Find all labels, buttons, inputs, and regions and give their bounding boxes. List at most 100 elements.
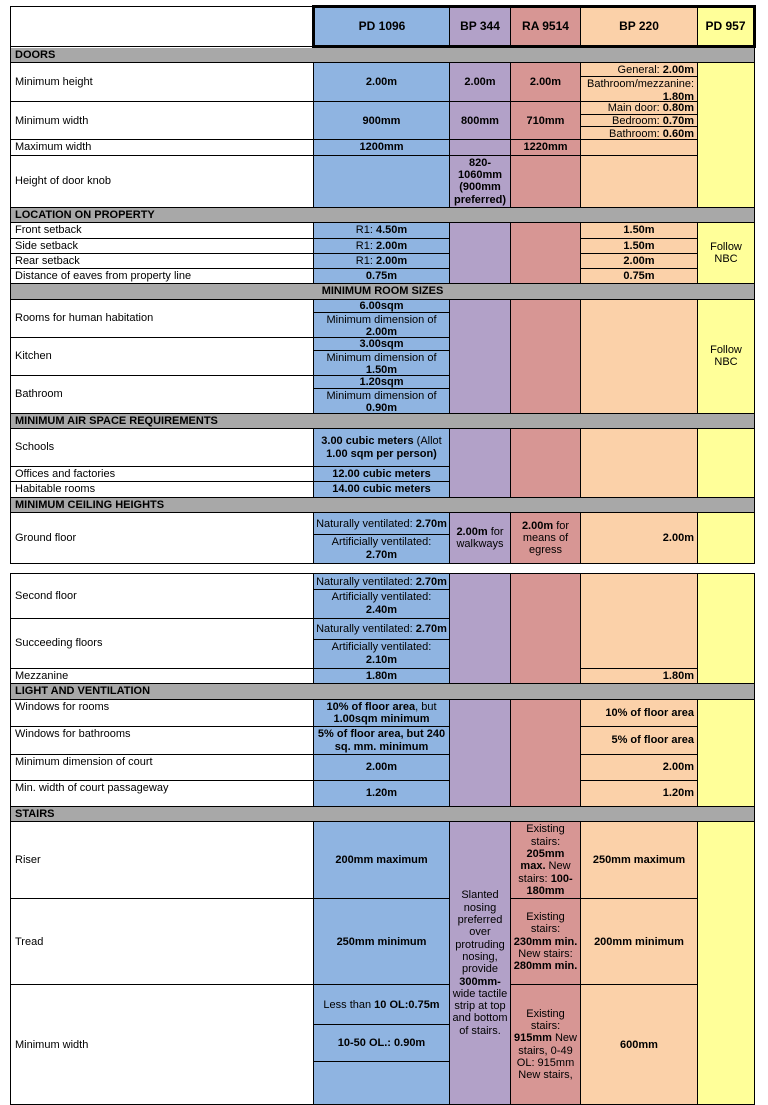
upper-floors-bp220-cell bbox=[580, 573, 698, 669]
value: 2.40m bbox=[365, 603, 398, 616]
value: 250mm minimum bbox=[336, 935, 427, 948]
second-floor-label: Second floor bbox=[10, 573, 314, 619]
front-setback-bp220-cell: 1.50m bbox=[580, 222, 698, 239]
rear-setback-pd1096-cell: R1: 2.00m bbox=[313, 252, 450, 270]
value-prefix: Main door: bbox=[607, 102, 663, 115]
row-windows-bathrooms: Windows for bathrooms 5% of floor area, … bbox=[10, 726, 755, 755]
value-prefix: Naturally ventilated: bbox=[316, 575, 416, 588]
upper-floors-ra9514-cell bbox=[510, 572, 581, 685]
value: 2.00m bbox=[365, 76, 398, 89]
min-width-ra9514-cell: 710mm bbox=[510, 101, 581, 141]
value: 0.90m bbox=[365, 402, 398, 414]
max-width-bp344-cell bbox=[449, 139, 511, 156]
value: 800mm bbox=[461, 114, 499, 127]
court-passageway-bp220-cell: 1.20m bbox=[580, 779, 698, 807]
value-prefix: Artificially ventilated: bbox=[331, 591, 432, 604]
value: 600mm bbox=[620, 1038, 658, 1051]
door-knob-ra9514-cell bbox=[510, 154, 581, 208]
value: 1.50m bbox=[623, 239, 655, 252]
value-prefix: Less than bbox=[323, 998, 375, 1011]
air-space-pd957-cell bbox=[697, 428, 755, 498]
value-middle: New stairs: bbox=[518, 860, 571, 885]
col-header-pd957: PD 957 bbox=[697, 5, 756, 48]
value-prefix: R1: bbox=[355, 239, 376, 252]
value: 10 OL:0.75m bbox=[374, 998, 440, 1011]
col-header-pd1096: PD 1096 bbox=[312, 5, 450, 48]
min-width-pd1096-cell: 900mm bbox=[313, 101, 450, 141]
rooms-habitation-pd1096-cell: 6.00sqm Minimum dimension of 2.00m bbox=[313, 298, 450, 338]
tread-pd1096-cell: 250mm minimum bbox=[313, 898, 450, 986]
min-width-bp220-cell: Main door: 0.80m Bedroom: 0.70m Bathroom… bbox=[580, 101, 698, 141]
value: 2.00m bbox=[662, 531, 694, 544]
doors-pd957-cell bbox=[697, 62, 755, 208]
court-passageway-pd1096-cell: 1.20m bbox=[313, 779, 450, 807]
row-rooms-habitation: Rooms for human habitation 6.00sqm Minim… bbox=[10, 298, 755, 414]
succeeding-floors-label: Succeeding floors bbox=[10, 618, 314, 669]
section-header-air-space: MINIMUM AIR SPACE REQUIREMENTS bbox=[10, 412, 755, 430]
value-prefix: General: bbox=[617, 63, 663, 76]
row-eaves-distance: Distance of eaves from property line 0.7… bbox=[10, 268, 755, 285]
max-width-pd1096-cell: 1200mm bbox=[313, 139, 450, 156]
value-middle: New stairs: bbox=[518, 947, 573, 960]
kitchen-pd1096-cell: 3.00sqm Minimum dimension of 1.50m bbox=[313, 336, 450, 376]
value-prefix: Naturally ventilated: bbox=[316, 517, 416, 530]
value: 1.80m bbox=[662, 90, 694, 102]
value: 12.00 cubic meters bbox=[332, 468, 431, 481]
value: 10% of floor area bbox=[605, 706, 694, 719]
value: 1.20sqm bbox=[359, 375, 404, 388]
riser-pd1096-cell: 200mm maximum bbox=[313, 821, 450, 900]
stairs-min-width-pd1096-cell: Less than 10 OL:0.75m 10-50 OL.: 0.90m bbox=[313, 984, 450, 1105]
value: 2.10m bbox=[365, 653, 398, 666]
value: 2.70m bbox=[415, 623, 447, 636]
value-prefix: Existing stairs: bbox=[526, 823, 565, 848]
court-dimension-pd1096-cell: 2.00m bbox=[313, 753, 450, 781]
section-header-ceiling: MINIMUM CEILING HEIGHTS bbox=[10, 496, 755, 514]
value: 1.00sqm minimum bbox=[333, 712, 430, 725]
kitchen-label: Kitchen bbox=[10, 336, 314, 376]
offices-pd1096-cell: 12.00 cubic meters bbox=[313, 466, 450, 483]
value: 200mm minimum bbox=[594, 935, 684, 948]
value-prefix: Naturally ventilated: bbox=[316, 623, 416, 636]
location-ra9514-cell bbox=[510, 222, 581, 285]
ground-floor-pd1096-cell: Naturally ventilated: 2.70m Artificially… bbox=[313, 512, 450, 564]
value: 1.20m bbox=[662, 787, 694, 800]
habitable-rooms-label: Habitable rooms bbox=[10, 481, 314, 498]
side-setback-pd1096-cell: R1: 2.00m bbox=[313, 237, 450, 254]
eaves-distance-bp220-cell: 0.75m bbox=[580, 268, 698, 285]
front-setback-label: Front setback bbox=[10, 222, 314, 239]
min-height-ra9514-cell: 2.00m bbox=[510, 62, 581, 103]
value: 10% of floor area bbox=[326, 700, 416, 713]
value-prefix: R1: bbox=[355, 224, 376, 237]
row-second-floor: Second floor Naturally ventilated: 2.70m… bbox=[10, 572, 755, 685]
rooms-habitation-label: Rooms for human habitation bbox=[10, 298, 314, 338]
value: 1.80m bbox=[662, 670, 694, 682]
note-bold: 300mm- bbox=[459, 975, 501, 988]
eaves-distance-pd1096-cell: 0.75m bbox=[313, 268, 450, 285]
value: 0.75m bbox=[623, 270, 655, 283]
value-middle: (Allot bbox=[413, 435, 442, 448]
value-prefix: R1: bbox=[355, 254, 376, 267]
door-knob-bp344-cell: 820-1060mm (900mm preferred) bbox=[449, 154, 511, 208]
stairs-min-width-label: Minimum width bbox=[10, 984, 314, 1105]
court-passageway-label: Min. width of court passageway bbox=[10, 779, 314, 807]
mezzanine-pd1096-cell: 1.80m bbox=[313, 667, 450, 685]
max-width-ra9514-cell: 1220mm bbox=[510, 139, 581, 156]
value: 280mm min. bbox=[513, 960, 578, 973]
row-max-width: Maximum width 1200mm 1220mm bbox=[10, 139, 755, 156]
side-setback-bp220-cell: 1.50m bbox=[580, 237, 698, 254]
section-header-doors: DOORS bbox=[10, 45, 755, 64]
note-text: Slanted nosing preferred over protruding… bbox=[455, 889, 505, 976]
value: 2.70m bbox=[415, 575, 447, 588]
value: 2.00m bbox=[662, 761, 694, 774]
windows-bathrooms-bp220-cell: 5% of floor area bbox=[580, 726, 698, 755]
value-prefix: Bedroom: bbox=[612, 114, 663, 127]
court-dimension-label: Minimum dimension of court bbox=[10, 753, 314, 781]
col-header-ra9514: RA 9514 bbox=[510, 5, 581, 48]
value: 820-1060mm (900mm preferred) bbox=[454, 156, 506, 206]
ground-floor-bp344-cell: 2.00m for walkways bbox=[449, 512, 511, 564]
windows-rooms-label: Windows for rooms bbox=[10, 698, 314, 728]
value: 2.00m bbox=[623, 254, 655, 267]
row-side-setback: Side setback R1: 2.00m 1.50m bbox=[10, 237, 755, 254]
ground-floor-bp220-cell: 2.00m bbox=[580, 512, 698, 564]
